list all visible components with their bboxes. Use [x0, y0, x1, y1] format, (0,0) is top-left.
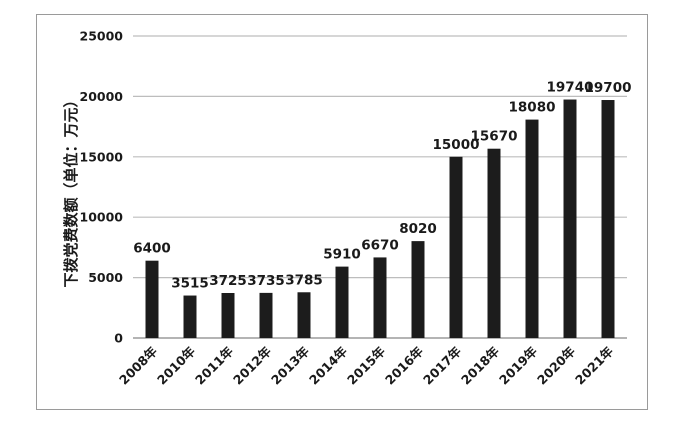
x-tick-label: 2019年: [496, 343, 540, 387]
y-axis-ticks: 0 5000 10000 15000 20000 25000: [80, 29, 124, 346]
bar: [487, 148, 501, 338]
bars: [145, 99, 615, 338]
y-tick-label: 0: [114, 331, 123, 346]
x-tick-label: 2008年: [116, 343, 160, 387]
x-tick-label: 2011年: [192, 343, 236, 387]
bar: [449, 156, 463, 338]
data-label: 3785: [285, 272, 323, 288]
bar: [297, 292, 311, 338]
y-tick-label: 15000: [80, 149, 124, 164]
data-label: 5910: [323, 247, 361, 263]
x-tick-label: 2015年: [344, 343, 388, 387]
data-label: 3735: [247, 273, 285, 289]
x-tick-label: 2020年: [534, 343, 578, 387]
y-tick-label: 20000: [80, 89, 124, 104]
x-tick-label: 2021年: [572, 343, 616, 387]
bar: [563, 99, 577, 338]
data-label: 15000: [433, 137, 480, 153]
gridlines: [133, 35, 627, 339]
x-tick-label: 2014年: [306, 343, 350, 387]
x-axis-ticks: 2008年2010年2011年2012年2013年2014年2015年2016年…: [116, 343, 616, 387]
bar: [221, 293, 235, 338]
data-label: 19700: [585, 80, 632, 96]
x-tick-label: 2017年: [420, 343, 464, 387]
bar: [259, 292, 273, 338]
x-tick-label: 2012年: [230, 343, 274, 387]
data-label: 6670: [361, 237, 399, 253]
x-tick-label: 2013年: [268, 343, 312, 387]
bar: [411, 241, 425, 338]
y-tick-label: 25000: [80, 29, 124, 44]
y-axis-label: 下拨党费数额（单位：万元）: [62, 92, 80, 287]
data-label: 15670: [471, 129, 518, 145]
data-label: 6400: [133, 241, 171, 257]
x-tick-label: 2010年: [154, 343, 198, 387]
chart-frame: [36, 14, 648, 410]
x-tick-label: 2018年: [458, 343, 502, 387]
y-tick-label: 5000: [88, 270, 123, 285]
bar: [601, 100, 615, 338]
data-label: 3725: [209, 273, 247, 289]
data-label: 8020: [399, 221, 437, 237]
y-tick-label: 10000: [80, 210, 124, 225]
bar: [525, 119, 539, 338]
data-label: 19740: [547, 80, 594, 96]
bar: [145, 260, 159, 338]
bar: [335, 266, 349, 338]
bar: [183, 295, 197, 338]
x-tick-label: 2016年: [382, 343, 426, 387]
data-label: 3515: [171, 276, 209, 292]
data-label: 18080: [509, 100, 556, 116]
bar: [373, 257, 387, 338]
